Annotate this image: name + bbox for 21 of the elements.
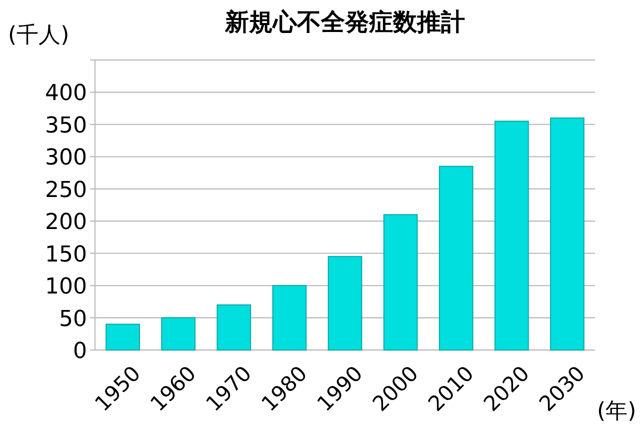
y-tick-label: 400 (45, 81, 87, 106)
bar (328, 256, 362, 350)
bar (106, 324, 140, 350)
bar (438, 166, 474, 350)
bar (216, 304, 252, 350)
y-tick-label: 250 (45, 178, 87, 203)
bar (550, 118, 584, 350)
y-axis-title: (千人) (8, 23, 70, 48)
y-tick-label: 300 (45, 146, 87, 171)
bar (494, 120, 529, 350)
y-tick-label: 0 (73, 339, 87, 364)
chart-title: 新規心不全発症数推計 (224, 8, 465, 36)
y-tick-label: 50 (59, 306, 87, 332)
y-tick-label: 150 (45, 242, 87, 268)
bar (272, 285, 307, 350)
y-tick-label: 200 (45, 210, 87, 236)
x-axis-title: (年) (597, 399, 636, 424)
bar (383, 214, 418, 350)
bar (161, 317, 196, 350)
y-tick-label: 100 (45, 274, 87, 300)
y-tick-label: 350 (45, 113, 87, 138)
